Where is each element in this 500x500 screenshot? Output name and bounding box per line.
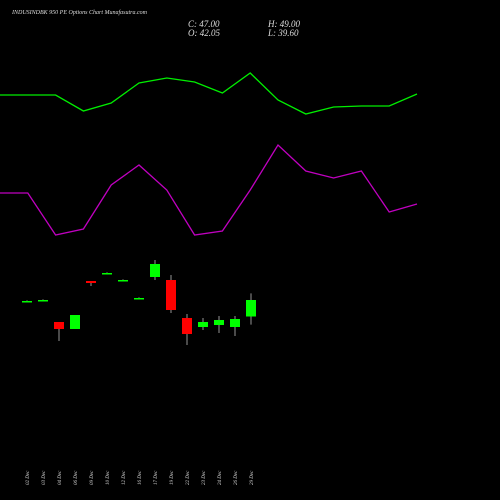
x-tick-label: 23 Dec [202,470,207,485]
x-tick-label: 22 Dec [186,470,191,485]
x-tick-label: 16 Dec [138,470,143,485]
x-tick-label: 19 Dec [170,470,175,485]
x-tick-label: 03 Dec [42,470,47,485]
candle-body [182,318,192,334]
low-label: L: 39.60 [267,28,299,38]
candle-body [246,300,256,317]
candle-body [134,298,144,300]
candle-body [70,315,80,329]
open-label: O: 42.05 [188,28,220,38]
close-label: C: 47.00 [188,19,220,29]
x-tick-label: 17 Dec [154,470,159,485]
x-tick-label: 26 Dec [234,470,239,485]
candle-body [230,319,240,327]
candle-body [214,320,224,325]
x-tick-label: 04 Dec [58,470,63,485]
high-label: H: 49.00 [267,19,300,29]
indicator-line [0,143,418,236]
x-tick-label: 12 Dec [122,470,127,485]
x-tick-label: 06 Dec [74,470,79,485]
chart-title: INDUSINDBK 950 PE Options Chart Munafasu… [11,9,148,16]
x-tick-label: 09 Dec [90,470,95,485]
candle-body [54,322,64,329]
candle-body [166,280,176,310]
candle-body [150,264,160,277]
x-tick-label: 10 Dec [106,470,111,485]
x-tick-label: 02 Dec [26,470,31,485]
candle-body [198,322,208,327]
candle-body [22,301,32,303]
candle-body [38,300,48,302]
candle-body [118,280,128,282]
x-tick-label: 24 Dec [218,470,223,485]
indicator-line [0,72,418,115]
candle-body [102,273,112,275]
x-tick-label: 29 Dec [250,470,255,485]
candle-body [86,281,96,283]
